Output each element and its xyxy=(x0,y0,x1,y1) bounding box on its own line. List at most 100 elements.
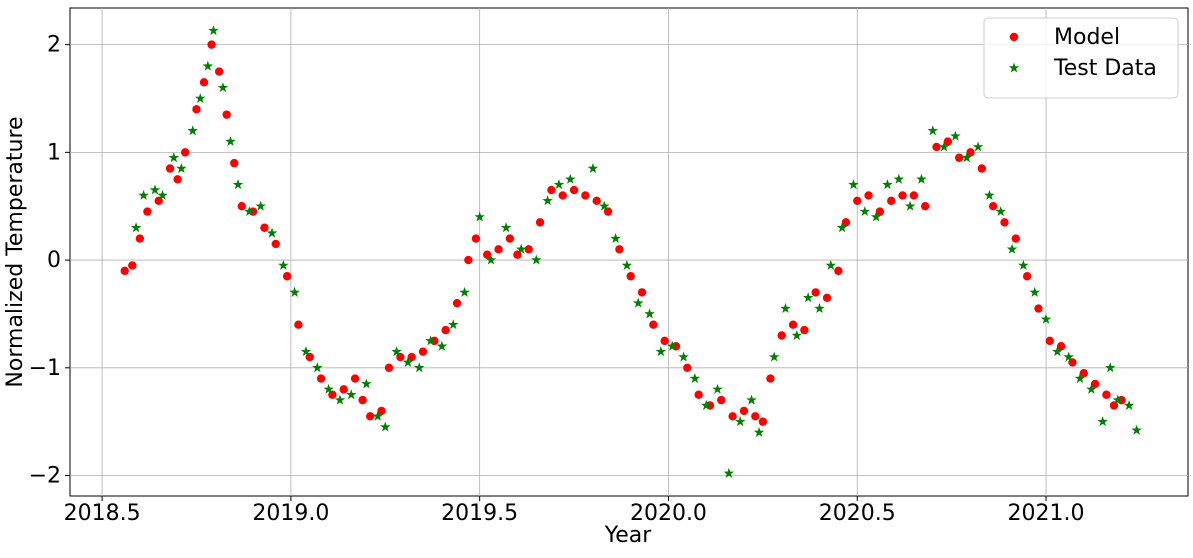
circle-marker xyxy=(800,325,809,335)
star-marker xyxy=(621,259,633,270)
circle-marker xyxy=(943,137,953,146)
star-marker xyxy=(802,292,814,303)
star-marker xyxy=(334,394,346,405)
circle-marker xyxy=(660,336,669,346)
star-marker xyxy=(780,303,791,314)
star-marker xyxy=(217,82,229,93)
star-marker xyxy=(893,173,905,184)
star-marker xyxy=(168,152,180,163)
legend-box xyxy=(983,17,1179,99)
star-marker xyxy=(938,141,950,152)
circle-marker xyxy=(294,320,303,329)
legend: Model Test Data xyxy=(983,17,1179,99)
star-marker xyxy=(961,152,972,163)
star-marker xyxy=(474,211,485,222)
y-axis-label: Normalized Temperature xyxy=(3,116,28,387)
circle-marker xyxy=(358,395,367,405)
circle-marker xyxy=(758,417,768,426)
circle-marker xyxy=(988,202,998,211)
circle-marker xyxy=(260,223,269,232)
star-marker xyxy=(300,346,312,357)
star-marker xyxy=(1131,424,1142,435)
circle-marker xyxy=(407,352,416,362)
circle-marker xyxy=(615,245,624,254)
star-marker xyxy=(542,195,553,206)
y-tick-label: −1 xyxy=(29,356,61,381)
circle-marker xyxy=(966,148,975,157)
star-marker xyxy=(553,179,565,190)
star-marker xyxy=(723,467,735,478)
star-marker xyxy=(904,200,916,211)
star-marker xyxy=(848,179,859,190)
star-marker xyxy=(372,410,383,421)
plot-frame xyxy=(69,7,1189,497)
circle-marker xyxy=(524,245,533,254)
star-marker xyxy=(361,378,372,389)
circle-marker xyxy=(464,255,473,265)
circle-marker xyxy=(954,153,964,162)
star-marker xyxy=(859,206,871,217)
circle-marker xyxy=(581,191,590,200)
star-marker xyxy=(346,389,357,400)
star-marker xyxy=(459,286,470,297)
circle-marker xyxy=(143,207,152,216)
star-marker xyxy=(425,335,436,346)
x-tick-label: 2020.5 xyxy=(819,501,896,526)
circle-marker xyxy=(932,142,941,152)
circle-marker xyxy=(377,406,386,416)
circle-marker xyxy=(483,250,492,259)
circle-marker xyxy=(1090,379,1100,389)
circle-marker xyxy=(1045,336,1055,346)
star-marker xyxy=(882,179,893,190)
star-marker xyxy=(391,346,402,357)
circle-marker xyxy=(683,363,692,373)
circle-marker xyxy=(811,288,820,297)
star-marker xyxy=(266,227,278,238)
circle-marker xyxy=(207,40,216,49)
y-tick-label: 1 xyxy=(47,140,61,165)
circle-marker xyxy=(1034,304,1043,313)
star-marker xyxy=(1006,243,1018,254)
star-marker xyxy=(1104,362,1116,373)
star-marker xyxy=(1052,346,1063,357)
star-marker xyxy=(1040,313,1052,324)
circle-marker xyxy=(1011,234,1021,243)
star-marker xyxy=(972,141,984,152)
star-marker xyxy=(485,254,497,265)
circle-marker xyxy=(547,185,556,195)
circle-marker xyxy=(841,218,851,227)
circle-marker xyxy=(384,363,394,373)
circle-marker xyxy=(222,110,231,119)
star-marker xyxy=(1029,286,1040,297)
star-marker xyxy=(130,222,142,233)
star-marker xyxy=(1074,373,1086,384)
circle-marker xyxy=(120,266,129,276)
circle-marker xyxy=(237,202,246,211)
star-marker xyxy=(995,206,1006,217)
circle-marker xyxy=(165,164,175,173)
circle-marker xyxy=(909,191,919,200)
x-tick-label: 2019.5 xyxy=(441,501,518,526)
series xyxy=(130,25,1142,478)
star-marker xyxy=(712,383,723,394)
circle-marker xyxy=(192,105,201,114)
star-marker xyxy=(448,319,459,330)
star-marker xyxy=(565,173,576,184)
star-marker xyxy=(232,179,244,190)
x-tick-label: 2019.0 xyxy=(252,501,329,526)
star-marker xyxy=(195,92,206,103)
circle-marker xyxy=(452,298,462,308)
circle-marker xyxy=(887,196,896,206)
y-tick-label: 2 xyxy=(47,33,61,58)
circle-marker xyxy=(135,234,145,243)
star-marker xyxy=(587,163,599,173)
y-tick-label: −2 xyxy=(29,464,61,489)
star-marker xyxy=(208,25,219,36)
circle-marker xyxy=(282,272,292,281)
star-marker xyxy=(436,340,448,351)
star-marker xyxy=(927,125,938,136)
star-marker xyxy=(149,184,161,195)
circle-marker xyxy=(535,218,545,227)
star-marker xyxy=(655,346,667,357)
x-tick-label: 2020.0 xyxy=(630,501,707,526)
